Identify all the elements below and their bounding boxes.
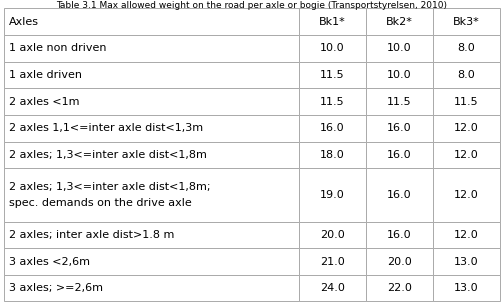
Text: 16.0: 16.0 <box>387 190 412 200</box>
Bar <box>366 275 433 301</box>
Text: spec. demands on the drive axle: spec. demands on the drive axle <box>9 198 192 208</box>
Text: 1 axle non driven: 1 axle non driven <box>9 43 106 53</box>
Bar <box>4 62 299 88</box>
Bar <box>366 88 433 115</box>
Text: Axles: Axles <box>9 17 39 27</box>
Bar <box>4 168 299 221</box>
Text: 10.0: 10.0 <box>387 70 412 80</box>
Text: 11.5: 11.5 <box>387 97 412 107</box>
Text: 21.0: 21.0 <box>320 257 345 267</box>
Bar <box>4 115 299 142</box>
Text: 2 axles; 1,3<=inter axle dist<1,8m: 2 axles; 1,3<=inter axle dist<1,8m <box>9 150 207 160</box>
Text: 11.5: 11.5 <box>320 97 345 107</box>
Text: 2 axles <1m: 2 axles <1m <box>9 97 80 107</box>
Text: 19.0: 19.0 <box>320 190 345 200</box>
Text: 16.0: 16.0 <box>387 150 412 160</box>
Text: 13.0: 13.0 <box>454 283 479 293</box>
Text: 24.0: 24.0 <box>320 283 345 293</box>
Text: 12.0: 12.0 <box>454 190 479 200</box>
Text: 20.0: 20.0 <box>387 257 412 267</box>
Text: 2 axles; inter axle dist>1.8 m: 2 axles; inter axle dist>1.8 m <box>9 230 174 240</box>
Text: 8.0: 8.0 <box>458 43 475 53</box>
Text: 16.0: 16.0 <box>320 123 345 133</box>
Bar <box>299 35 366 62</box>
Bar <box>299 248 366 275</box>
Bar <box>433 221 500 248</box>
Bar <box>366 62 433 88</box>
Text: 16.0: 16.0 <box>387 230 412 240</box>
Text: 11.5: 11.5 <box>320 70 345 80</box>
Text: 1 axle driven: 1 axle driven <box>9 70 82 80</box>
Bar <box>4 275 299 301</box>
Bar <box>299 8 366 35</box>
Text: 8.0: 8.0 <box>458 70 475 80</box>
Bar <box>366 142 433 168</box>
Text: 2 axles; 1,3<=inter axle dist<1,8m;: 2 axles; 1,3<=inter axle dist<1,8m; <box>9 182 211 192</box>
Bar <box>299 221 366 248</box>
Text: Table 3.1 Max allowed weight on the road per axle or bogie (Transportstyrelsen, : Table 3.1 Max allowed weight on the road… <box>56 1 448 10</box>
Bar <box>433 62 500 88</box>
Text: 22.0: 22.0 <box>387 283 412 293</box>
Text: Bk2*: Bk2* <box>386 17 413 27</box>
Text: 12.0: 12.0 <box>454 150 479 160</box>
Text: 13.0: 13.0 <box>454 257 479 267</box>
Bar <box>433 35 500 62</box>
Text: 10.0: 10.0 <box>320 43 345 53</box>
Bar <box>366 115 433 142</box>
Text: 3 axles; >=2,6m: 3 axles; >=2,6m <box>9 283 103 293</box>
Bar <box>299 168 366 221</box>
Text: 12.0: 12.0 <box>454 123 479 133</box>
Bar <box>4 8 299 35</box>
Text: 20.0: 20.0 <box>320 230 345 240</box>
Bar <box>299 62 366 88</box>
Bar <box>366 248 433 275</box>
Text: 11.5: 11.5 <box>454 97 479 107</box>
Bar <box>4 221 299 248</box>
Bar <box>299 275 366 301</box>
Bar <box>299 142 366 168</box>
Text: 3 axles <2,6m: 3 axles <2,6m <box>9 257 90 267</box>
Text: 12.0: 12.0 <box>454 230 479 240</box>
Text: Bk3*: Bk3* <box>453 17 480 27</box>
Bar <box>4 142 299 168</box>
Text: 10.0: 10.0 <box>387 43 412 53</box>
Bar <box>433 142 500 168</box>
Bar <box>4 88 299 115</box>
Bar <box>433 88 500 115</box>
Bar <box>366 35 433 62</box>
Bar <box>299 115 366 142</box>
Bar <box>4 35 299 62</box>
Bar <box>366 8 433 35</box>
Bar <box>433 275 500 301</box>
Bar <box>433 248 500 275</box>
Text: 2 axles 1,1<=inter axle dist<1,3m: 2 axles 1,1<=inter axle dist<1,3m <box>9 123 203 133</box>
Text: Bk1*: Bk1* <box>319 17 346 27</box>
Bar <box>366 221 433 248</box>
Bar <box>366 168 433 221</box>
Text: 16.0: 16.0 <box>387 123 412 133</box>
Text: 18.0: 18.0 <box>320 150 345 160</box>
Bar <box>4 248 299 275</box>
Bar <box>433 8 500 35</box>
Bar <box>433 115 500 142</box>
Bar <box>299 88 366 115</box>
Bar <box>433 168 500 221</box>
